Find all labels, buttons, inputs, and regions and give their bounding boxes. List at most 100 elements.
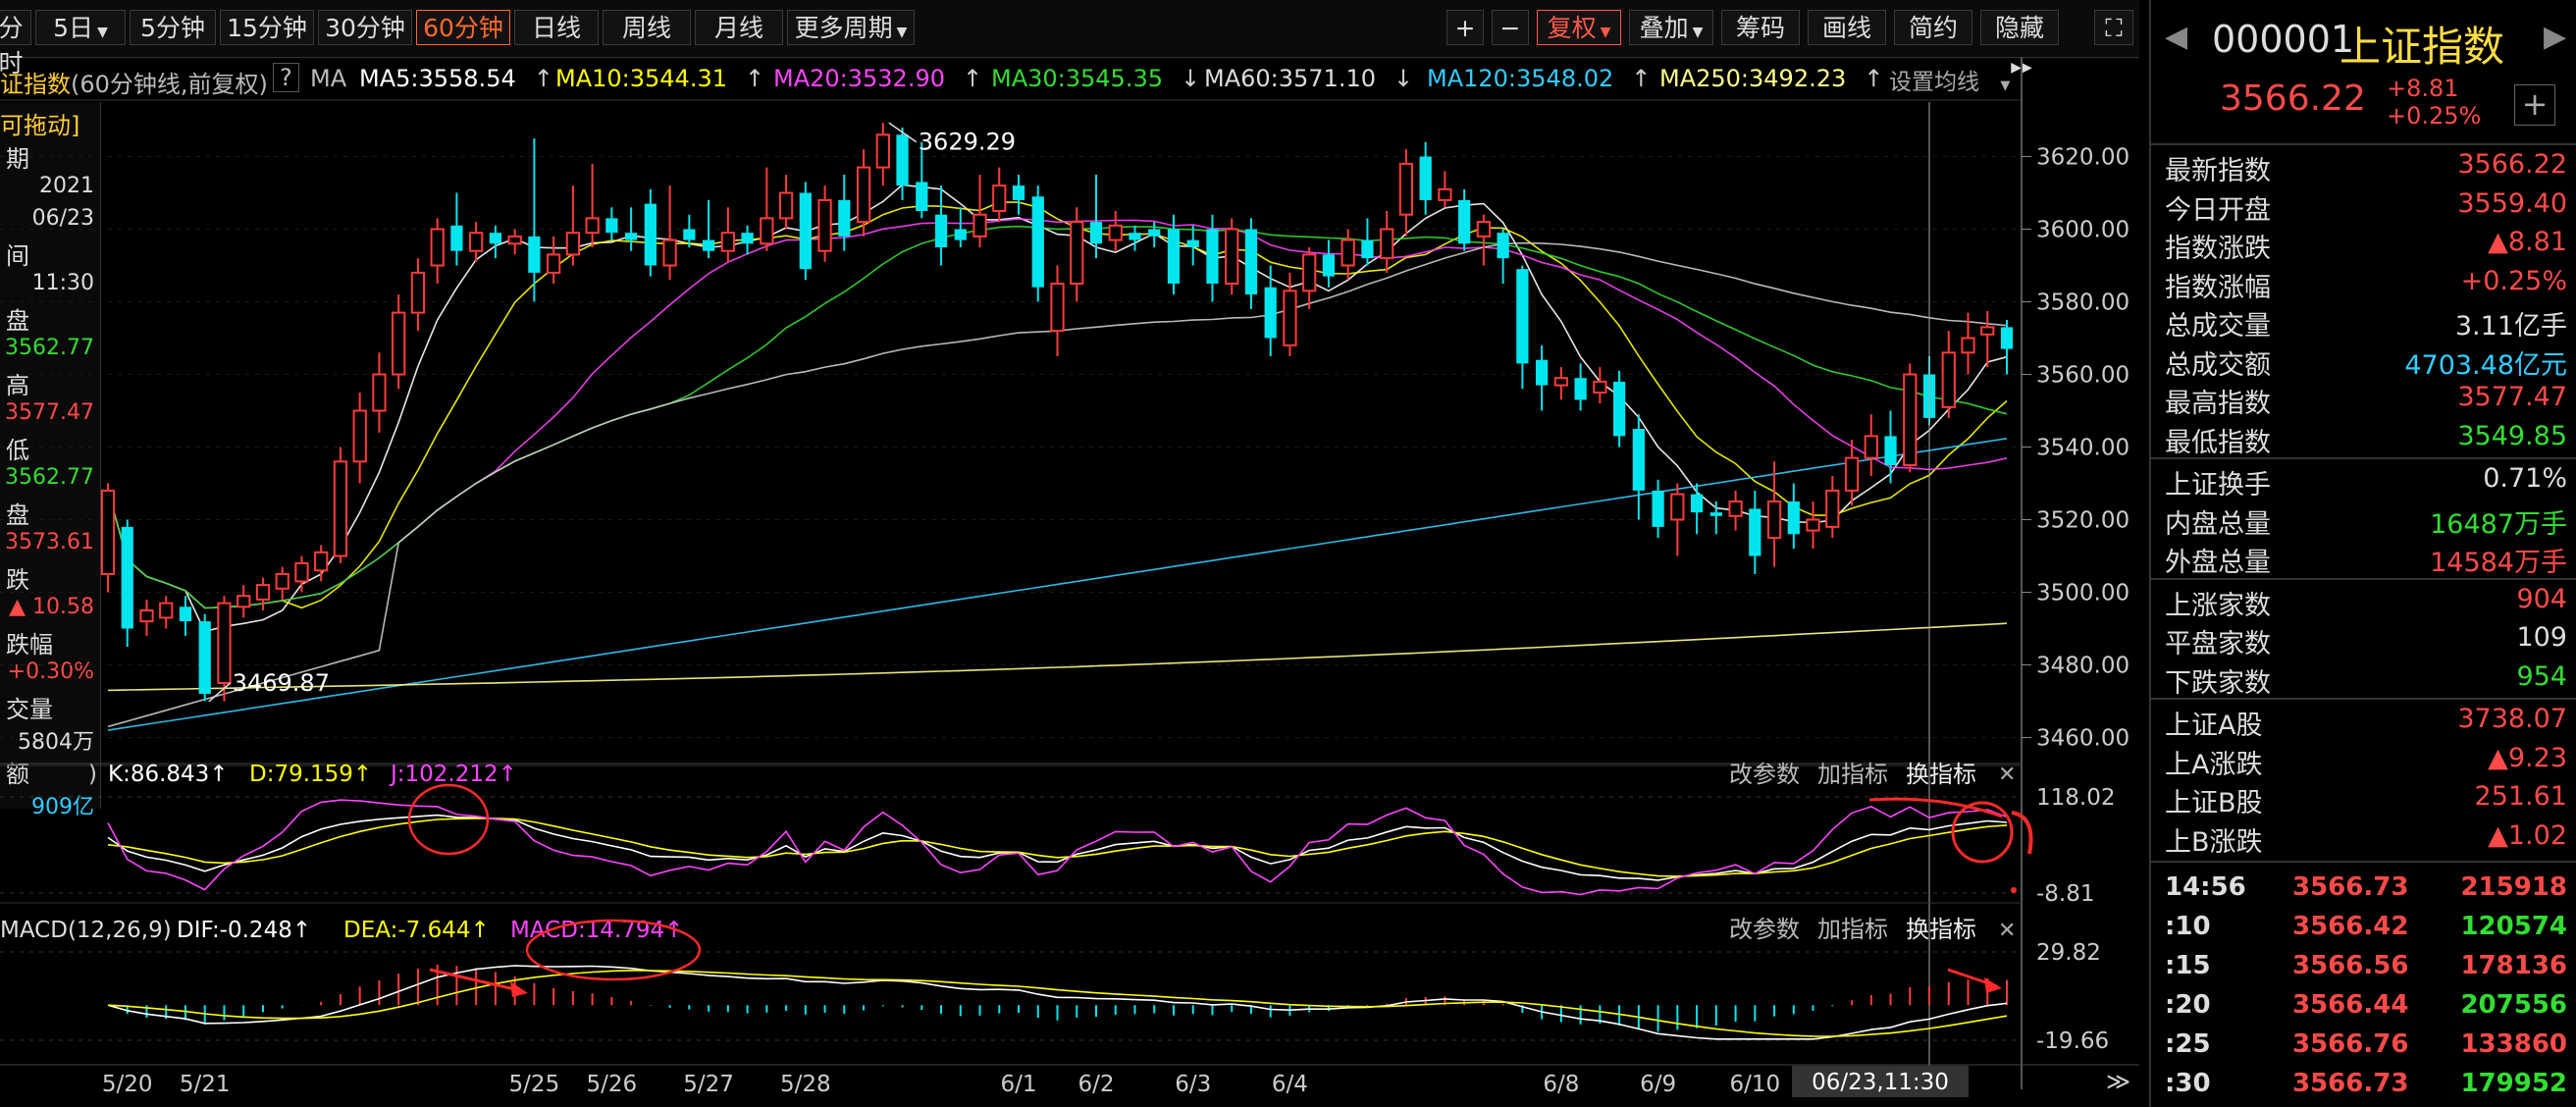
toolbar-btn-2[interactable]: 复权 ▼ <box>1537 10 1621 45</box>
tab-9[interactable]: 更多周期 ▼ <box>787 10 915 45</box>
candle-body <box>430 228 445 267</box>
help-button[interactable]: ? <box>273 63 299 92</box>
candle <box>372 352 387 433</box>
close-icon[interactable]: ✕ <box>1998 763 2016 787</box>
candle <box>1070 207 1084 302</box>
hook-mark <box>2011 811 2033 855</box>
macd-dif-line <box>107 965 2008 1040</box>
toolbar-btn-3[interactable]: 叠加 ▼ <box>1629 10 1713 45</box>
candle <box>100 483 116 593</box>
candle-body <box>838 199 851 237</box>
macd-btn-0[interactable]: 改参数 <box>1729 916 1800 943</box>
kdj-btn-1[interactable]: 加指标 <box>1817 761 1888 788</box>
tab-8[interactable]: 月线 <box>695 10 783 45</box>
ma-value: MA120:3548.02 <box>1427 65 1614 92</box>
quote-value: 3559.40 <box>2457 187 2567 219</box>
x-tick-label: 6/10 <box>1729 1072 1780 1097</box>
quote-label: 上证B股 <box>2165 788 2263 818</box>
candle-body <box>1652 490 1664 527</box>
candle <box>1516 265 1529 390</box>
kline-chart[interactable]: 3620.00 3600.00 3580.00 3560.00 3540.00 3520.… <box>0 0 2144 1107</box>
next-stock-icon[interactable]: ▶ <box>2544 20 2567 54</box>
candle <box>1012 175 1025 215</box>
candle <box>1593 367 1607 404</box>
candle <box>702 199 715 259</box>
toolbar-btn-7[interactable]: 隐藏▶▶ <box>1980 10 2059 76</box>
toolbar-btn-5[interactable]: 画线 <box>1808 10 1886 45</box>
candle-body <box>2000 327 2014 349</box>
tick-time: 14:56 <box>2165 872 2246 902</box>
candle <box>489 225 502 259</box>
quote-row: 指数涨跌 ▲8.81 <box>2165 227 2567 264</box>
tab-2[interactable]: 5分钟 <box>130 10 216 45</box>
info-label: 盘 <box>6 307 29 335</box>
toolbar-btn-1[interactable]: − <box>1492 10 1529 45</box>
stroke-mark <box>1868 797 2003 818</box>
candle <box>1553 367 1568 400</box>
candle-body <box>1864 435 1878 459</box>
scroll-right-icon[interactable]: ≫ <box>2106 1068 2130 1095</box>
candle <box>1787 483 1800 550</box>
x-tick-label: 6/9 <box>1640 1072 1676 1097</box>
tab-label: 月线 <box>713 14 763 42</box>
kdj-y-label: 118.02 <box>2036 785 2115 811</box>
candle-body <box>1709 512 1722 516</box>
ellipse-mark <box>525 919 702 981</box>
arrow-down-icon: ↓ <box>1181 65 1201 92</box>
candle <box>1536 344 1549 411</box>
candle-body <box>450 225 463 251</box>
candle-body <box>916 182 928 211</box>
tab-7[interactable]: 周线 <box>603 10 691 45</box>
x-tick-label: 6/1 <box>1001 1072 1037 1097</box>
fullscreen-icon[interactable]: ⛶ <box>2094 10 2133 45</box>
macd-btn-2[interactable]: 换指标 <box>1906 916 1976 943</box>
candle <box>817 185 832 262</box>
quote-value: +0.25% <box>2460 265 2567 296</box>
x-tick-label: 6/2 <box>1078 1072 1114 1097</box>
info-value: 909亿 <box>31 795 94 819</box>
toolbar-btn-6[interactable]: 简约 <box>1894 10 1972 45</box>
quote-label: 指数涨幅 <box>2165 272 2271 303</box>
tab-5[interactable]: 60分钟 <box>416 10 510 45</box>
prev-stock-icon[interactable]: ◀ <box>2165 20 2188 54</box>
candle-body <box>1380 228 1394 260</box>
toolbar-btn-4[interactable]: 筹码 <box>1721 10 1800 45</box>
macd-legend-item: DIF:-0.248↑ <box>177 918 311 943</box>
tab-label: 更多周期 <box>794 14 893 42</box>
candle-body <box>1438 187 1452 201</box>
quote-label: 内盘总量 <box>2165 508 2271 540</box>
candle-body <box>392 311 406 376</box>
tab-label: 日线 <box>531 14 581 42</box>
tab-1[interactable]: 5日 ▼ <box>35 10 126 45</box>
candle-body <box>605 218 618 234</box>
candle-body <box>255 584 271 601</box>
candle <box>1749 490 1761 574</box>
kdj-btn-2[interactable]: 换指标 <box>1906 761 1976 788</box>
tab-6[interactable]: 日线 <box>514 10 599 45</box>
candle <box>1980 310 1995 368</box>
settings-ma-button[interactable]: 设置均线 ▼ <box>1889 63 2024 96</box>
candle <box>1148 222 1161 247</box>
kdj-btn-0[interactable]: 改参数 <box>1729 761 1800 788</box>
close-icon[interactable]: ✕ <box>1998 919 2016 943</box>
tab-3[interactable]: 15分钟 <box>220 10 314 45</box>
candle <box>1206 214 1219 302</box>
ma-legend-item: MA10:3544.31 ↑ <box>555 65 778 92</box>
y-tick-label: 3500.00 <box>2036 581 2129 606</box>
tab-4[interactable]: 30分钟 <box>318 10 412 45</box>
quote-row: 上证A股 3738.07 <box>2165 704 2567 741</box>
candle-body <box>275 573 289 590</box>
toolbar-btn-0[interactable]: + <box>1446 10 1484 45</box>
candle <box>1283 272 1297 356</box>
candle-body <box>179 606 192 622</box>
toolbar-btn-label: 隐藏 <box>1994 14 2044 42</box>
macd-btn-1[interactable]: 加指标 <box>1817 916 1888 943</box>
tab-0[interactable]: 分时 <box>0 10 31 78</box>
info-value: 2021 <box>39 174 94 198</box>
candle-body <box>1961 337 1975 354</box>
candle-body <box>1458 199 1471 244</box>
quote-row: 最新指数 3566.22 <box>2165 149 2567 186</box>
quote-row: 上涨家数 904 <box>2165 584 2567 621</box>
info-label: 盘 <box>6 501 29 529</box>
add-watchlist-button[interactable]: + <box>2514 84 2555 126</box>
